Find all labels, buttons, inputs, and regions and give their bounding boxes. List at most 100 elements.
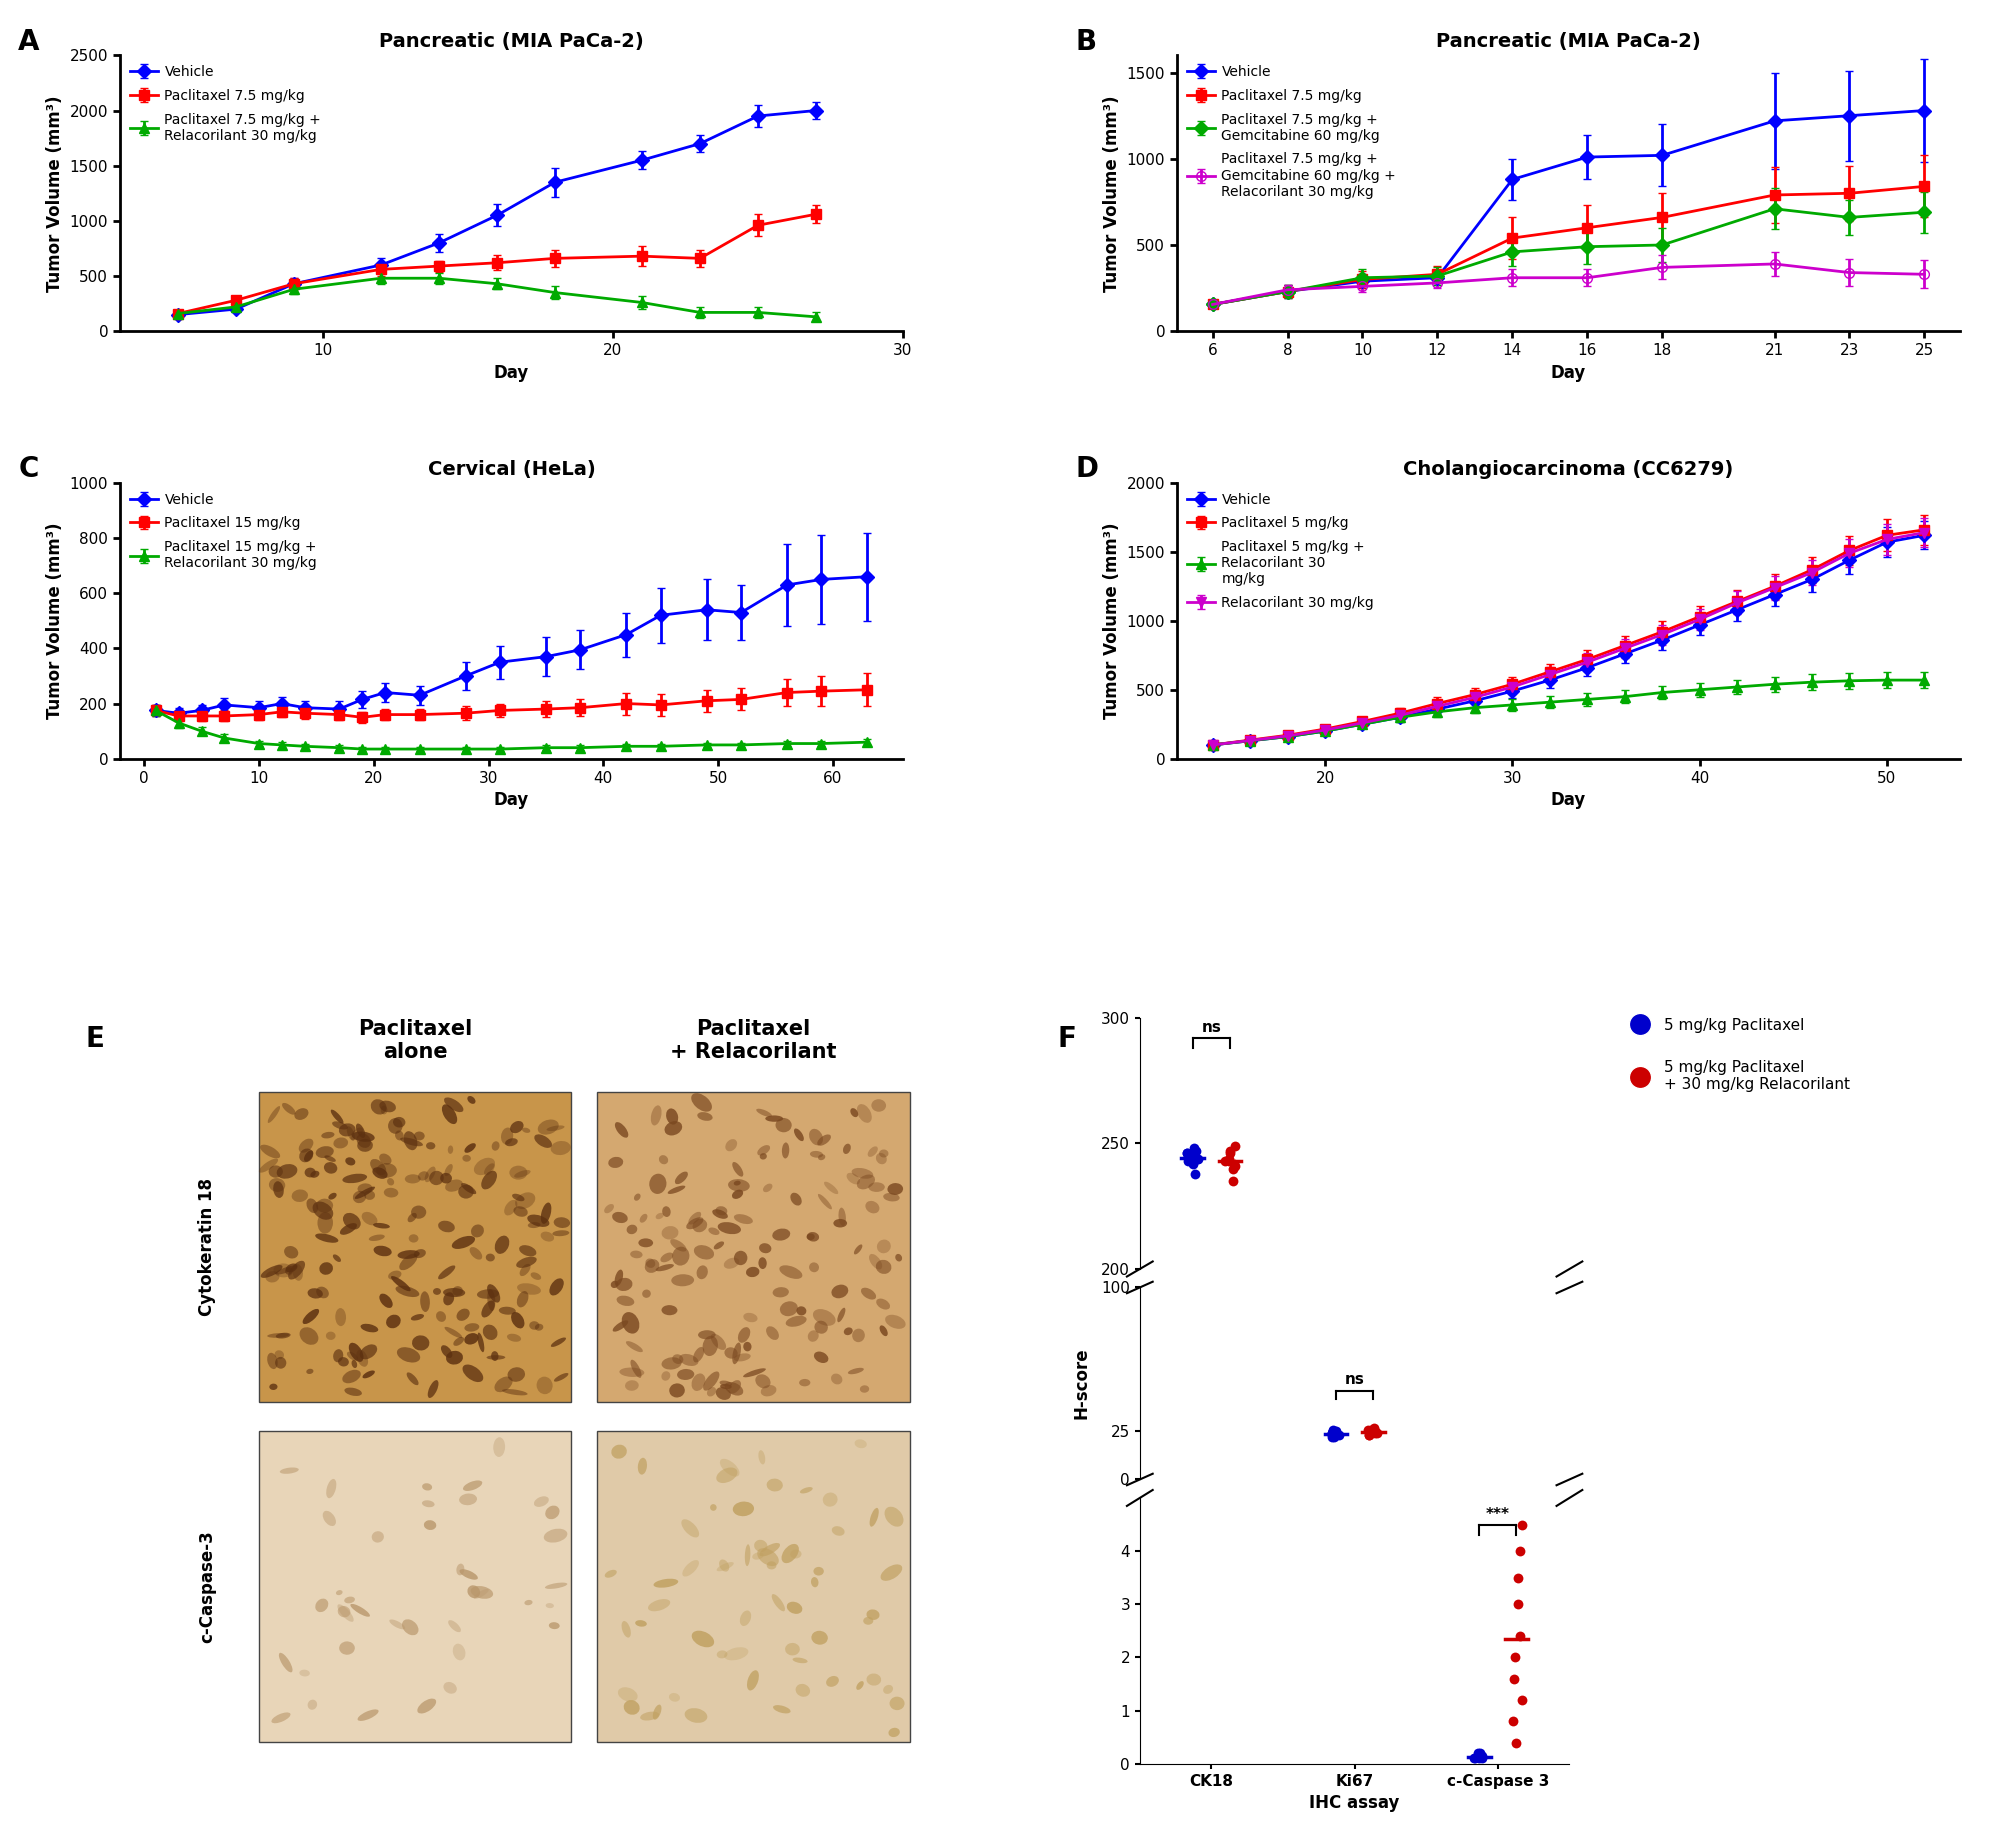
Ellipse shape xyxy=(488,1284,500,1303)
Ellipse shape xyxy=(744,1341,752,1351)
Ellipse shape xyxy=(286,1264,298,1273)
Point xyxy=(1466,1744,1498,1773)
Ellipse shape xyxy=(772,1594,786,1611)
Ellipse shape xyxy=(546,1603,554,1609)
Ellipse shape xyxy=(774,1705,790,1714)
Ellipse shape xyxy=(846,1173,860,1184)
Ellipse shape xyxy=(412,1205,426,1220)
Ellipse shape xyxy=(876,1260,892,1273)
Point xyxy=(1462,1738,1494,1768)
Ellipse shape xyxy=(896,1255,902,1262)
Ellipse shape xyxy=(468,1585,480,1598)
Ellipse shape xyxy=(414,1131,424,1140)
Ellipse shape xyxy=(280,1467,298,1474)
Ellipse shape xyxy=(842,1144,850,1153)
Ellipse shape xyxy=(544,1530,568,1542)
Ellipse shape xyxy=(870,1255,882,1269)
Ellipse shape xyxy=(688,1212,702,1225)
Ellipse shape xyxy=(734,1251,748,1266)
Point xyxy=(1322,1421,1354,1450)
Ellipse shape xyxy=(374,1223,390,1229)
Ellipse shape xyxy=(388,1118,402,1135)
Ellipse shape xyxy=(356,1124,366,1138)
Ellipse shape xyxy=(810,1262,820,1273)
Ellipse shape xyxy=(512,1312,524,1328)
Ellipse shape xyxy=(348,1343,364,1362)
Ellipse shape xyxy=(398,1251,420,1258)
Ellipse shape xyxy=(384,1188,398,1197)
Ellipse shape xyxy=(476,1290,500,1299)
Ellipse shape xyxy=(728,1380,742,1393)
Ellipse shape xyxy=(884,1684,894,1694)
Ellipse shape xyxy=(792,1657,808,1662)
Ellipse shape xyxy=(498,1306,516,1315)
Ellipse shape xyxy=(326,1480,336,1498)
Ellipse shape xyxy=(336,1590,342,1596)
Ellipse shape xyxy=(464,1334,478,1345)
Ellipse shape xyxy=(644,1258,660,1273)
Ellipse shape xyxy=(884,1507,904,1526)
Ellipse shape xyxy=(888,1727,900,1738)
Ellipse shape xyxy=(838,1208,846,1225)
Ellipse shape xyxy=(350,1603,370,1616)
Ellipse shape xyxy=(404,1131,418,1149)
Ellipse shape xyxy=(474,1159,496,1175)
Legend: Vehicle, Paclitaxel 15 mg/kg, Paclitaxel 15 mg/kg +
Relacorilant 30 mg/kg: Vehicle, Paclitaxel 15 mg/kg, Paclitaxel… xyxy=(126,489,320,574)
Text: ns: ns xyxy=(1202,1020,1222,1035)
Point xyxy=(1172,1138,1204,1168)
Text: ***: *** xyxy=(1486,1507,1510,1522)
Ellipse shape xyxy=(438,1221,454,1232)
Ellipse shape xyxy=(880,1325,888,1336)
Ellipse shape xyxy=(810,1577,818,1587)
Ellipse shape xyxy=(702,1336,718,1356)
Ellipse shape xyxy=(614,1122,628,1138)
Ellipse shape xyxy=(328,1192,336,1199)
FancyBboxPatch shape xyxy=(598,1432,910,1742)
Ellipse shape xyxy=(692,1092,712,1113)
Ellipse shape xyxy=(866,1201,880,1214)
Ellipse shape xyxy=(672,1275,694,1286)
Ellipse shape xyxy=(536,1376,552,1395)
Ellipse shape xyxy=(502,1389,528,1395)
Ellipse shape xyxy=(712,1208,728,1220)
Ellipse shape xyxy=(650,1173,666,1194)
Ellipse shape xyxy=(546,1125,564,1131)
Ellipse shape xyxy=(732,1343,742,1363)
Ellipse shape xyxy=(486,1356,506,1360)
Ellipse shape xyxy=(310,1172,320,1177)
Ellipse shape xyxy=(550,1140,570,1155)
Ellipse shape xyxy=(530,1321,540,1330)
Ellipse shape xyxy=(392,1116,406,1127)
Ellipse shape xyxy=(672,1354,684,1363)
Ellipse shape xyxy=(716,1467,738,1483)
Ellipse shape xyxy=(370,1159,386,1175)
Ellipse shape xyxy=(380,1105,388,1114)
Ellipse shape xyxy=(794,1129,804,1142)
Ellipse shape xyxy=(692,1373,706,1391)
Point xyxy=(1500,1642,1532,1672)
Ellipse shape xyxy=(630,1251,642,1258)
Ellipse shape xyxy=(810,1129,822,1146)
Ellipse shape xyxy=(670,1384,684,1397)
Ellipse shape xyxy=(390,1620,406,1629)
Point xyxy=(1180,1137,1212,1166)
Ellipse shape xyxy=(356,1351,368,1367)
Point xyxy=(1464,1744,1496,1773)
Ellipse shape xyxy=(890,1697,904,1710)
Ellipse shape xyxy=(772,1229,790,1240)
Ellipse shape xyxy=(274,1351,284,1360)
Ellipse shape xyxy=(608,1157,624,1168)
Ellipse shape xyxy=(698,1113,712,1120)
Y-axis label: Tumor Volume (mm³): Tumor Volume (mm³) xyxy=(46,94,64,292)
Point xyxy=(1318,1419,1350,1448)
Ellipse shape xyxy=(604,1570,616,1577)
Ellipse shape xyxy=(446,1351,462,1365)
Point xyxy=(1178,1159,1210,1188)
Ellipse shape xyxy=(266,1271,280,1282)
Ellipse shape xyxy=(440,1173,452,1183)
Ellipse shape xyxy=(866,1609,880,1620)
Ellipse shape xyxy=(746,1268,760,1277)
Point xyxy=(1214,1137,1246,1166)
Ellipse shape xyxy=(710,1504,716,1511)
Point xyxy=(1358,1413,1390,1443)
